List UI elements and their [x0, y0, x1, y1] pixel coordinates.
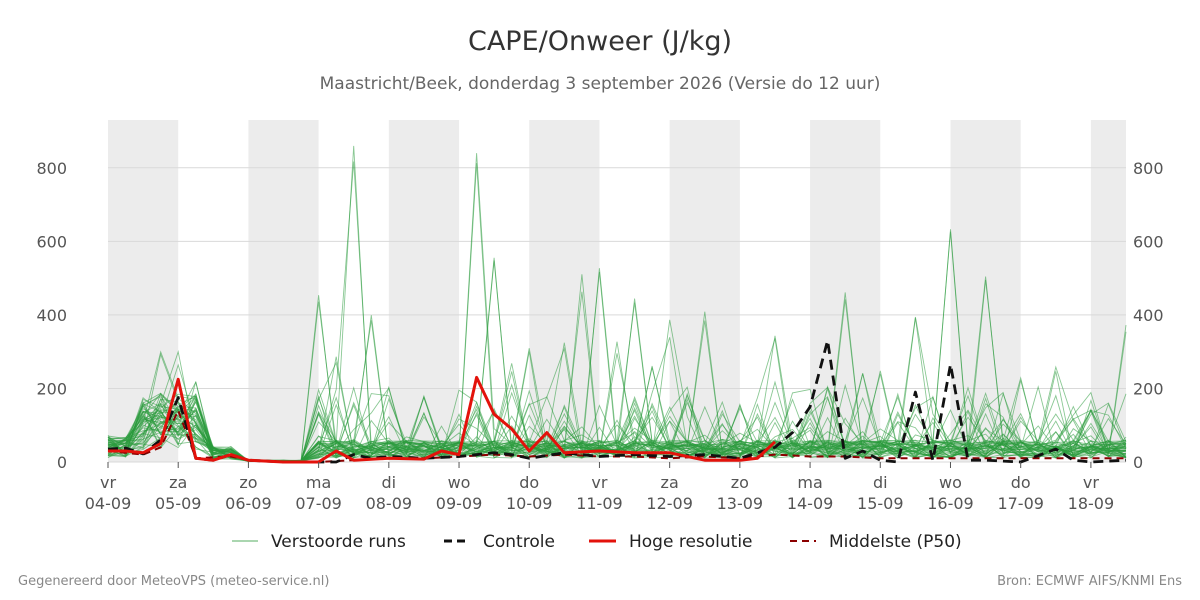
x-tick-date: 10-09	[506, 494, 553, 513]
x-tick-date: 07-09	[295, 494, 342, 513]
x-tick-date: 18-09	[1068, 494, 1115, 513]
x-tick-date: 05-09	[155, 494, 202, 513]
x-tick-day: zo	[731, 473, 749, 492]
x-tick-day: wo	[448, 473, 471, 492]
chart-title: CAPE/Onweer (J/kg)	[468, 26, 732, 57]
x-tick-date: 16-09	[927, 494, 974, 513]
x-tick-date: 11-09	[576, 494, 623, 513]
y-tick-label-right: 200	[1133, 379, 1164, 398]
x-tick-date: 13-09	[717, 494, 764, 513]
x-tick-date: 17-09	[997, 494, 1044, 513]
x-tick-day: do	[1011, 473, 1031, 492]
x-tick-day: di	[382, 473, 397, 492]
y-tick-label-left: 600	[36, 232, 67, 251]
x-tick-date: 14-09	[787, 494, 834, 513]
shade-band	[248, 120, 319, 462]
series-line-hoge-resolutie	[108, 375, 777, 464]
x-tick-date: 12-09	[646, 494, 693, 513]
x-tick-day: zo	[239, 473, 257, 492]
x-tick-day: ma	[797, 473, 822, 492]
x-tick-day: za	[661, 473, 679, 492]
footer-generated-by: Gegenereerd door MeteoVPS (meteo-service…	[18, 574, 329, 589]
x-tick-date: 04-09	[85, 494, 132, 513]
y-tick-label-right: 400	[1133, 306, 1164, 325]
y-tick-label-left: 200	[36, 379, 67, 398]
x-tick-date: 15-09	[857, 494, 904, 513]
chart-subtitle: Maastricht/Beek, donderdag 3 september 2…	[320, 74, 881, 94]
y-tick-label-right: 800	[1133, 159, 1164, 178]
x-tick-day: vr	[591, 473, 607, 492]
x-tick-day: wo	[939, 473, 962, 492]
x-tick-day: ma	[306, 473, 331, 492]
legend-label-hoge-resolutie: Hoge resolutie	[629, 532, 753, 552]
x-tick-day: do	[519, 473, 539, 492]
x-tick-date: 06-09	[225, 494, 272, 513]
axes: 0 0 200 200 400 400 600 600 800 800 vr 04-09 za 05-09…	[36, 159, 1163, 513]
series-line-controle	[107, 339, 1127, 464]
legend-label-controle: Controle	[483, 532, 555, 552]
shade-band	[388, 120, 460, 462]
x-tick-day: vr	[1083, 473, 1099, 492]
x-tick-day: vr	[100, 473, 116, 492]
x-tick-date: 09-09	[436, 494, 483, 513]
y-tick-label-left: 0	[57, 453, 67, 472]
legend-label-middelste: Middelste (P50)	[829, 532, 962, 552]
x-tick-day: di	[873, 473, 888, 492]
x-tick-date: 08-09	[366, 494, 413, 513]
legend-label-verstoorde-runs: Verstoorde runs	[271, 532, 406, 552]
shade-band	[810, 120, 881, 462]
series-line-middelste-p50	[107, 409, 1126, 463]
footer-source: Bron: ECMWF AIFS/KNMI Ens	[997, 574, 1182, 589]
y-tick-label-right: 0	[1133, 453, 1143, 472]
shade-band	[529, 120, 600, 462]
y-tick-label-left: 400	[36, 306, 67, 325]
shade-band	[669, 120, 740, 462]
y-tick-label-left: 800	[36, 159, 67, 178]
main-series	[107, 339, 1127, 464]
x-tick-day: za	[169, 473, 187, 492]
legend: Verstoorde runs Controle Hoge resolutie …	[232, 532, 962, 552]
y-tick-label-right: 600	[1133, 232, 1164, 251]
